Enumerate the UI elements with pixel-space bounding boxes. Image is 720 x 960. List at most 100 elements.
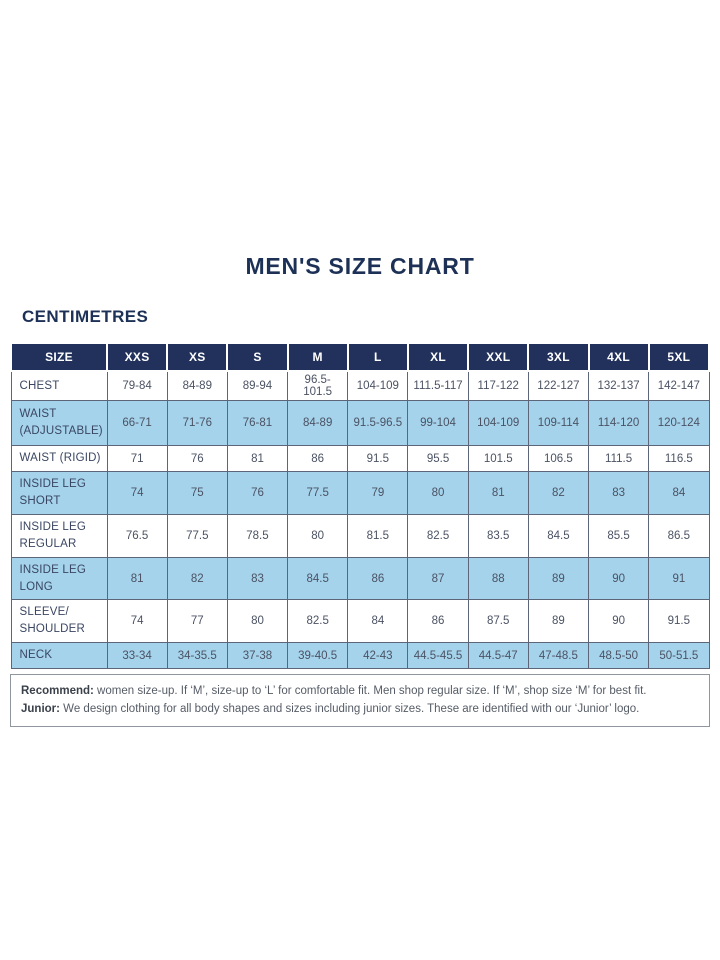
footnote-recommend-label: Recommend: [21,685,94,697]
value-cell: 88 [467,557,529,600]
value-cell: 77.5 [287,471,349,515]
value-cell: 132-137 [587,370,650,401]
value-cell: 76 [166,445,228,472]
column-header-xxs: XXS [105,342,169,372]
footnote-junior-label: Junior: [21,703,60,716]
row-label: NECK [10,642,108,669]
value-cell: 86 [407,599,469,643]
value-cell: 80 [407,471,469,515]
value-cell: 84 [347,599,409,643]
row-label: WAIST (ADJUSTABLE) [10,400,108,446]
value-cell: 39-40.5 [287,642,349,669]
size-chart-table: SIZE XXS XS S M L XL XXL 3XL 4XL 5XL CHEST 79-84 84-… [10,342,711,669]
row-label: CHEST [10,370,108,401]
column-header-4xl: 4XL [587,342,650,372]
value-cell: 120-124 [648,400,710,446]
footnote-junior: Junior: We design clothing for all body … [21,700,699,718]
value-cell: 106.5 [527,445,590,472]
table-row: NECK 33-34 34-35.5 37-38 39-40.5 42-43 44.5-45… [10,642,710,669]
value-cell: 80 [287,514,349,558]
value-cell: 87 [407,557,469,600]
row-label: INSIDE LEG REGULAR [10,514,108,558]
table-row: SLEEVE/ SHOULDER 74 77 80 82.5 84 86 87.5 89 90 91… [10,599,710,643]
value-cell: 44.5-47 [467,642,529,669]
value-cell: 104-109 [347,370,409,401]
value-cell: 82 [527,471,590,515]
value-cell: 95.5 [407,445,469,472]
value-cell: 84.5 [287,557,349,600]
size-chart-page: MEN'S SIZE CHART CENTIMETRES SIZE XXS XS S M… [10,253,711,727]
value-cell: 74 [106,599,168,643]
value-cell: 34-35.5 [166,642,228,669]
column-header-l: L [346,342,409,372]
value-cell: 83.5 [467,514,529,558]
value-cell: 50-51.5 [648,642,710,669]
value-cell: 89 [527,557,590,600]
value-cell: 101.5 [467,445,529,472]
footnote-box: Recommend: women size-up. If ‘M’, size-u… [10,674,710,727]
size-chart-header: SIZE XXS XS S M L XL XXL 3XL 4XL 5XL [10,342,711,372]
value-cell: 84-89 [166,370,228,401]
value-cell: 80 [226,599,289,643]
row-label: INSIDE LEG SHORT [10,471,108,515]
value-cell: 86 [347,557,409,600]
value-cell: 76 [226,471,289,515]
value-cell: 87.5 [467,599,529,643]
footnote-recommend: Recommend: women size-up. If ‘M’, size-u… [21,682,699,700]
value-cell: 86 [287,445,349,472]
value-cell: 111.5-117 [407,370,469,401]
table-row: CHEST 79-84 84-89 89-94 96.5-101.5 104-109 111… [10,370,710,401]
row-label: SLEEVE/ SHOULDER [10,599,108,643]
value-cell: 104-109 [467,400,529,446]
value-cell: 91 [648,557,710,600]
value-cell: 37-38 [226,642,289,669]
value-cell: 117-122 [467,370,529,401]
value-cell: 71 [106,445,168,472]
value-cell: 91.5 [347,445,409,472]
value-cell: 77 [166,599,228,643]
value-cell: 42-43 [347,642,409,669]
value-cell: 81 [467,471,529,515]
column-header-size: SIZE [10,342,108,372]
value-cell: 86.5 [648,514,710,558]
column-header-xxl: XXL [467,342,530,372]
row-label: WAIST (RIGID) [10,445,108,472]
value-cell: 84 [648,471,710,515]
table-row: INSIDE LEG REGULAR 76.5 77.5 78.5 80 81.5 82.5… [10,514,710,558]
size-chart-body: CHEST 79-84 84-89 89-94 96.5-101.5 104-109 111… [10,370,710,669]
value-cell: 82 [166,557,228,600]
table-row: WAIST (ADJUSTABLE) 66-71 71-76 76-81 84-89 91… [10,400,710,446]
table-row: WAIST (RIGID) 71 76 81 86 91.5 95.5 101.5 106.5 1… [10,445,710,472]
value-cell: 114-120 [587,400,650,446]
value-cell: 83 [587,471,650,515]
value-cell: 74 [106,471,168,515]
value-cell: 116.5 [648,445,710,472]
value-cell: 79 [347,471,409,515]
value-cell: 78.5 [226,514,289,558]
value-cell: 82.5 [407,514,469,558]
table-row: INSIDE LEG SHORT 74 75 76 77.5 79 80 81 82 83 84 [10,471,710,515]
value-cell: 82.5 [287,599,349,643]
value-cell: 142-147 [648,370,710,401]
column-header-m: M [286,342,349,372]
column-header-xl: XL [406,342,470,372]
value-cell: 109-114 [527,400,590,446]
value-cell: 77.5 [166,514,228,558]
row-label: INSIDE LEG LONG [10,557,108,600]
header-row: SIZE XXS XS S M L XL XXL 3XL 4XL 5XL [10,342,711,372]
value-cell: 81.5 [347,514,409,558]
value-cell: 81 [226,445,289,472]
value-cell: 44.5-45.5 [407,642,469,669]
units-heading: CENTIMETRES [22,307,149,326]
column-header-3xl: 3XL [527,342,590,372]
value-cell: 90 [587,557,650,600]
value-cell: 33-34 [106,642,168,669]
value-cell: 84.5 [527,514,590,558]
page-title: MEN'S SIZE CHART [245,253,475,279]
value-cell: 84-89 [287,400,349,446]
value-cell: 47-48.5 [527,642,590,669]
table-row: INSIDE LEG LONG 81 82 83 84.5 86 87 88 89 90 91 [10,557,710,600]
value-cell: 76-81 [226,400,289,446]
column-header-xs: XS [166,342,229,372]
value-cell: 76.5 [106,514,168,558]
